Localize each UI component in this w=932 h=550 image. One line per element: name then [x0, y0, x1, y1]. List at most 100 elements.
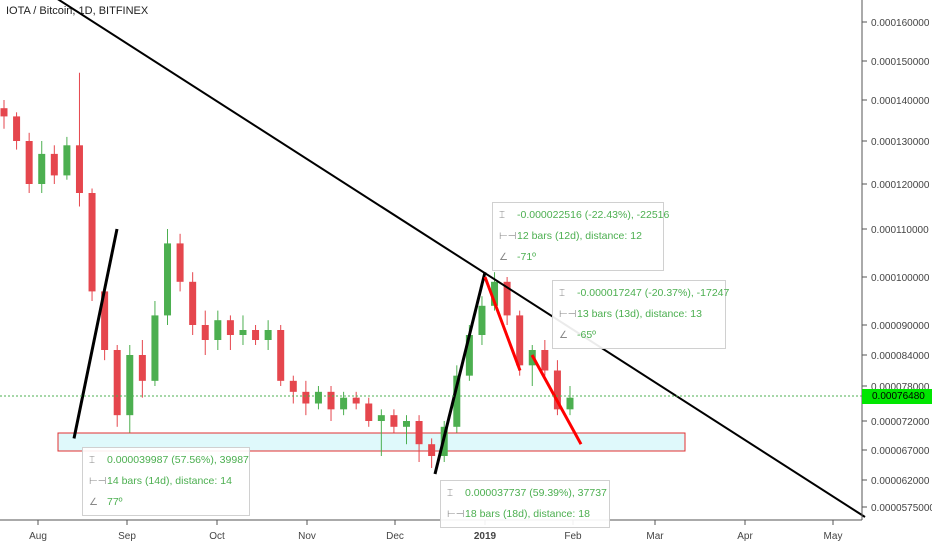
- x-tick-label: May: [824, 531, 843, 542]
- price-range-icon: ⌶: [499, 210, 505, 221]
- candle-body: [214, 320, 222, 340]
- candle-body: [126, 355, 134, 416]
- candle-body: [516, 315, 524, 366]
- x-tick-label: 2019: [474, 531, 497, 542]
- candle-body: [151, 315, 159, 381]
- price-range-icon: ⌶: [447, 488, 453, 499]
- candle-body: [541, 350, 549, 371]
- measure-box-feb[interactable]: ⌶ -0.000017247 (-20.37%), -17247 ⊢⊣13 bar…: [552, 280, 730, 349]
- trendline-rally-aug[interactable]: [72, 228, 119, 439]
- y-tick-label: 0.000067000: [871, 446, 930, 457]
- candle-body: [189, 281, 197, 325]
- measure-angle: -65º: [577, 329, 597, 341]
- trendline-drop-feb[interactable]: [530, 354, 583, 445]
- candle-body: [13, 116, 21, 141]
- candle-body: [25, 141, 33, 184]
- y-tick-label: 0.000120000: [871, 180, 930, 191]
- trendline-drop-jan[interactable]: [483, 276, 522, 372]
- y-tick-label: 0.0000575000: [871, 503, 932, 514]
- trendline-long-downtrend[interactable]: [0, 0, 866, 518]
- angle-icon: ∠: [559, 330, 568, 341]
- candle-body: [164, 243, 172, 316]
- y-tick-label: 0.000084000: [871, 351, 930, 362]
- candle-body: [252, 330, 260, 340]
- angle-icon: ∠: [89, 497, 98, 508]
- candle-body: [75, 145, 83, 193]
- measure-bars: 14 bars (14d), distance: 14: [107, 475, 232, 487]
- candle-body: [327, 391, 335, 410]
- y-tick-label: 0.000062000: [871, 476, 930, 487]
- measure-price: 0.000037737 (59.39%), 37737: [465, 487, 607, 499]
- candle-body: [402, 421, 410, 427]
- candle-body: [566, 397, 574, 410]
- y-tick-label: 0.000130000: [871, 137, 930, 148]
- measure-price: 0.000039987 (57.56%), 39987: [107, 454, 249, 466]
- y-tick-label: 0.000160000: [871, 18, 930, 29]
- candle-body: [239, 330, 247, 335]
- candle-body: [302, 391, 310, 404]
- candle-body: [352, 397, 360, 404]
- candle-body: [63, 145, 71, 176]
- candles: [0, 72, 574, 468]
- time-axis: Aug Sep Oct Nov Dec 2019 Feb Mar Apr May: [29, 520, 842, 542]
- bars-range-icon: ⊢⊣: [499, 231, 517, 242]
- y-tick-label: 0.000078000: [871, 382, 930, 393]
- bars-range-icon: ⊢⊣: [447, 509, 465, 520]
- candle-body: [0, 108, 8, 117]
- x-tick-label: Dec: [386, 531, 404, 542]
- candle-body: [465, 335, 473, 376]
- measure-bars: 13 bars (13d), distance: 13: [577, 308, 702, 320]
- candle-body: [478, 305, 486, 335]
- candle-body: [38, 153, 46, 184]
- candle-body: [226, 320, 234, 335]
- candle-body: [377, 415, 385, 421]
- current-price-tag: 0.00076480: [862, 389, 932, 404]
- angle-icon: ∠: [499, 252, 508, 263]
- measure-box-dec[interactable]: ⌶ 0.000037737 (59.39%), 37737 ⊢⊣18 bars (…: [440, 480, 610, 528]
- candle-body: [88, 193, 96, 292]
- y-tick-label: 0.000140000: [871, 96, 930, 107]
- price-range-icon: ⌶: [89, 455, 95, 466]
- candle-body: [390, 415, 398, 427]
- measure-price: -0.000017247 (-20.37%), -17247: [577, 287, 730, 299]
- x-tick-label: Feb: [564, 531, 582, 542]
- x-tick-label: Aug: [29, 531, 47, 542]
- measure-angle: -71º: [517, 251, 537, 263]
- measure-box-jan[interactable]: ⌶ -0.000022516 (-22.43%), -22516 ⊢⊣12 bar…: [492, 202, 669, 271]
- x-tick-label: Sep: [118, 531, 136, 542]
- candle-body: [453, 375, 461, 427]
- candle-body: [491, 281, 499, 306]
- price-axis: 0.000160000 0.000150000 0.000140000 0.00013…: [862, 18, 932, 514]
- y-tick-label: 0.000100000: [871, 273, 930, 284]
- y-tick-label: 0.000110000: [871, 225, 929, 236]
- x-tick-label: Nov: [298, 531, 316, 542]
- y-tick-label: 0.000072000: [871, 417, 930, 428]
- measure-bars: 18 bars (18d), distance: 18: [465, 508, 590, 520]
- trendline-rally-dec[interactable]: [433, 271, 487, 475]
- x-tick-label: Mar: [646, 531, 664, 542]
- measure-price: -0.000022516 (-22.43%), -22516: [517, 209, 670, 221]
- x-tick-label: Oct: [209, 531, 225, 542]
- candle-body: [503, 281, 511, 316]
- candle-body: [176, 243, 184, 282]
- candle-body: [113, 350, 121, 416]
- candle-body: [428, 444, 436, 456]
- x-tick-label: Apr: [737, 531, 753, 542]
- support-zone[interactable]: [57, 432, 686, 452]
- measure-angle: 77º: [107, 496, 123, 508]
- candle-body: [415, 421, 423, 445]
- bars-range-icon: ⊢⊣: [559, 309, 577, 320]
- candle-body: [138, 355, 146, 381]
- candle-body: [50, 153, 58, 176]
- candle-body: [264, 330, 272, 340]
- trendlines: [0, 0, 866, 518]
- measure-bars: 12 bars (12d), distance: 12: [517, 230, 642, 242]
- y-tick-label: 0.000150000: [871, 57, 930, 68]
- measure-box-aug[interactable]: ⌶ 0.000039987 (57.56%), 39987 ⊢⊣14 bars (…: [82, 447, 250, 516]
- candle-body: [101, 291, 109, 350]
- candle-body: [365, 403, 373, 421]
- bars-range-icon: ⊢⊣: [89, 476, 107, 487]
- candle-body: [340, 397, 348, 410]
- candle-body: [289, 380, 297, 392]
